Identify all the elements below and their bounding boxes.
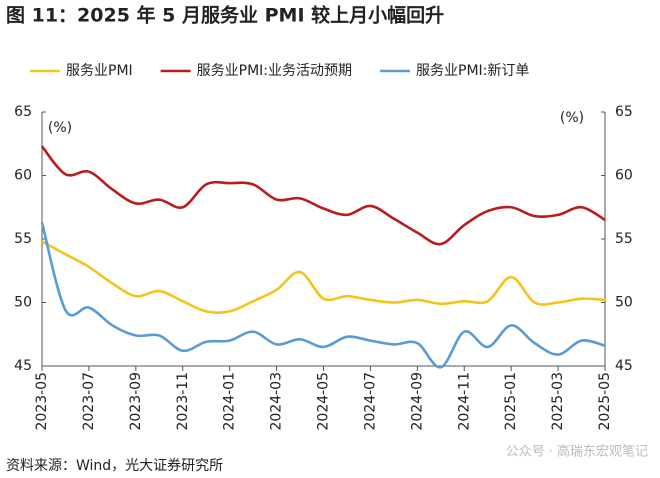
legend-label: 服务业PMI:业务活动预期 (197, 63, 352, 79)
series-line (40, 222, 606, 369)
x-tick-label: 2024-01 (222, 372, 238, 431)
y-tick-label: 60 (14, 168, 32, 184)
series-line (40, 145, 606, 246)
x-tick-label: 2024-07 (362, 372, 378, 431)
x-tick-label: 2024-03 (269, 372, 285, 431)
y-tick-label: 50 (14, 295, 32, 311)
x-tick-label: 2024-11 (456, 372, 472, 431)
y-tick-label: 55 (14, 231, 32, 247)
x-tick-label: 2025-05 (597, 372, 613, 431)
y-tick-label: 45 (14, 358, 32, 374)
y-tick-label: 65 (14, 104, 32, 120)
y2-unit: (%) (560, 110, 584, 126)
source: 资料来源：Wind，光大证券研究所 (6, 458, 223, 474)
x-tick-label: 2025-03 (550, 372, 566, 431)
chart-title: 图 11：2025 年 5 月服务业 PMI 较上月小幅回升 (6, 4, 444, 27)
y2-tick-label: 65 (615, 104, 633, 120)
y2-tick-label: 60 (615, 168, 633, 184)
watermark: 公众号 · 高瑞东宏观笔记 (506, 444, 648, 460)
y-unit: (%) (48, 120, 72, 136)
legend-label: 服务业PMI (66, 63, 133, 79)
y2-tick-label: 55 (615, 231, 633, 247)
x-tick-label: 2024-05 (316, 372, 332, 431)
x-tick-label: 2023-07 (81, 372, 97, 431)
y2-tick-label: 50 (615, 295, 633, 311)
legend-label: 服务业PMI:新订单 (416, 63, 529, 79)
y2-tick-label: 45 (615, 358, 633, 374)
x-tick-label: 2025-01 (503, 372, 519, 431)
series-line (41, 240, 606, 314)
x-tick-label: 2023-11 (175, 372, 191, 431)
x-tick-label: 2024-09 (409, 372, 425, 431)
x-tick-label: 2023-05 (34, 372, 50, 431)
x-tick-label: 2023-09 (128, 372, 144, 431)
